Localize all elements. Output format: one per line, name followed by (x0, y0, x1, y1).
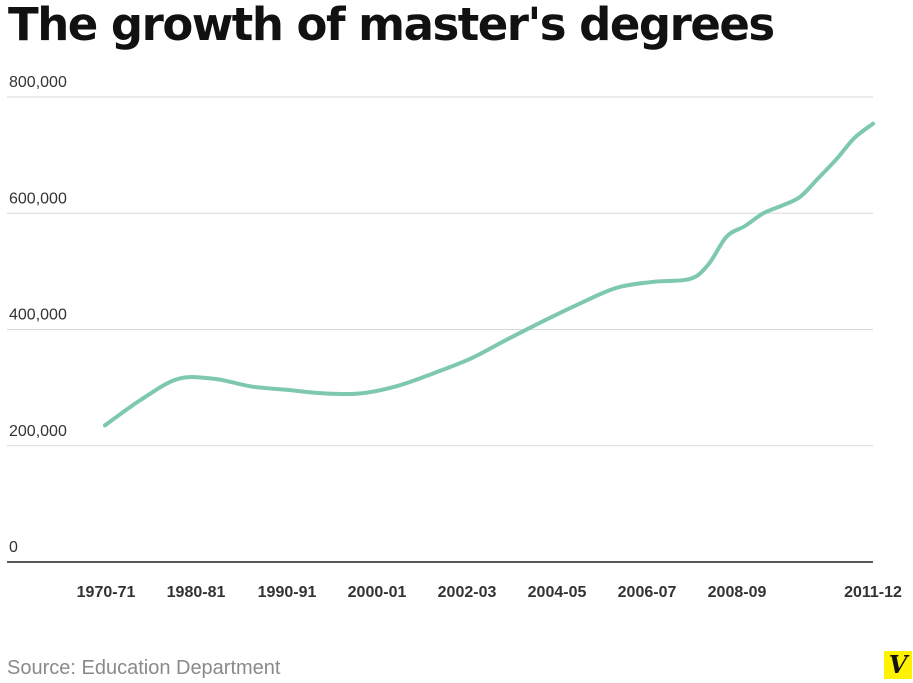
y-tick-label: 400,000 (9, 307, 67, 324)
series-layer (103, 121, 875, 428)
x-tick-label: 2006-07 (618, 584, 677, 601)
y-axis-ticks: 0 200,000 400,000 600,000 800,000 (9, 74, 67, 556)
x-tick-label: 2008-09 (708, 584, 767, 601)
x-tick-label: 1990-91 (258, 584, 317, 601)
x-tick-label: 2000-01 (348, 584, 407, 601)
source-note: Source: Education Department (7, 657, 281, 679)
x-tick-label: 1980-81 (167, 584, 226, 601)
x-tick-label: 2011-12 (844, 584, 902, 601)
x-tick-label: 2002-03 (438, 584, 497, 601)
y-tick-label: 0 (9, 539, 18, 556)
y-tick-label: 200,000 (9, 423, 67, 440)
x-axis-ticks: 1970-71 1980-81 1990-91 2000-01 2002-03 2004-… (77, 584, 902, 601)
series-line-0 (103, 121, 875, 428)
y-tick-label: 600,000 (9, 190, 67, 207)
gridlines (7, 96, 873, 563)
x-tick-label: 2004-05 (528, 584, 587, 601)
vox-logo-letter: V (888, 650, 908, 679)
chart-title: The growth of master's degrees (8, 0, 775, 51)
y-tick-label: 800,000 (9, 74, 67, 91)
vox-logo: V (884, 651, 912, 679)
x-tick-label: 1970-71 (77, 584, 136, 601)
